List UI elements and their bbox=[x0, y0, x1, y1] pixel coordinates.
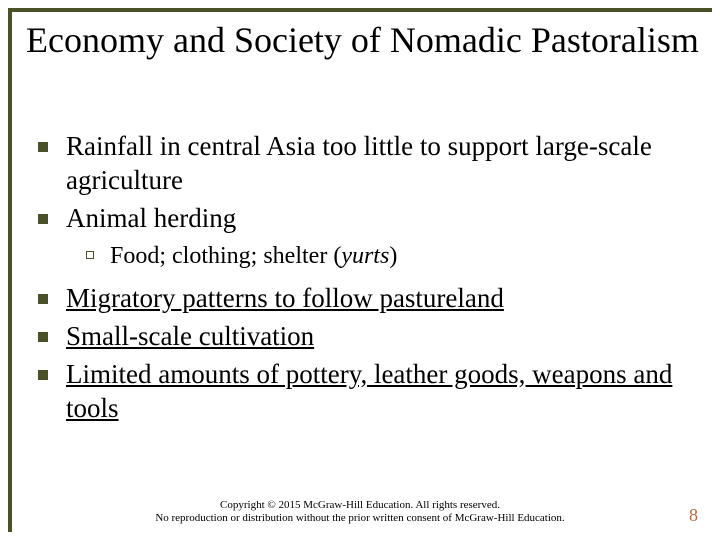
sub-bullet-post: ) bbox=[389, 243, 397, 269]
footer-line-2: No reproduction or distribution without … bbox=[0, 512, 720, 526]
frame-left-border bbox=[8, 8, 12, 532]
square-bullet-icon bbox=[38, 294, 48, 304]
bullet-item: Small-scale cultivation bbox=[38, 320, 696, 354]
sub-bullet-item: Food; clothing; shelter (yurts) bbox=[86, 241, 696, 272]
square-bullet-icon bbox=[38, 142, 48, 152]
bullet-text: Animal herding bbox=[66, 202, 236, 236]
frame-top-border bbox=[8, 8, 712, 12]
bullet-text: Rainfall in central Asia too little to s… bbox=[66, 130, 696, 198]
hollow-square-bullet-icon bbox=[86, 251, 94, 259]
bullet-item: Limited amounts of pottery, leather good… bbox=[38, 358, 696, 426]
slide-content: Rainfall in central Asia too little to s… bbox=[38, 130, 696, 429]
bullet-item: Migratory patterns to follow pastureland bbox=[38, 282, 696, 316]
bullet-text: Small-scale cultivation bbox=[66, 320, 314, 354]
square-bullet-icon bbox=[38, 370, 48, 380]
bullet-item: Animal herding bbox=[38, 202, 696, 236]
footer-line-1: Copyright © 2015 McGraw-Hill Education. … bbox=[0, 499, 720, 513]
bullet-text: Limited amounts of pottery, leather good… bbox=[66, 358, 696, 426]
page-number: 8 bbox=[689, 505, 698, 526]
sub-bullet-italic: yurts bbox=[341, 243, 389, 269]
slide-title: Economy and Society of Nomadic Pastorali… bbox=[26, 20, 700, 61]
square-bullet-icon bbox=[38, 214, 48, 224]
sub-bullet-pre: Food; clothing; shelter ( bbox=[110, 243, 341, 269]
copyright-footer: Copyright © 2015 McGraw-Hill Education. … bbox=[0, 499, 720, 527]
square-bullet-icon bbox=[38, 332, 48, 342]
bullet-text: Migratory patterns to follow pastureland bbox=[66, 282, 504, 316]
bullet-item: Rainfall in central Asia too little to s… bbox=[38, 130, 696, 198]
sub-bullet-text: Food; clothing; shelter (yurts) bbox=[110, 241, 397, 272]
